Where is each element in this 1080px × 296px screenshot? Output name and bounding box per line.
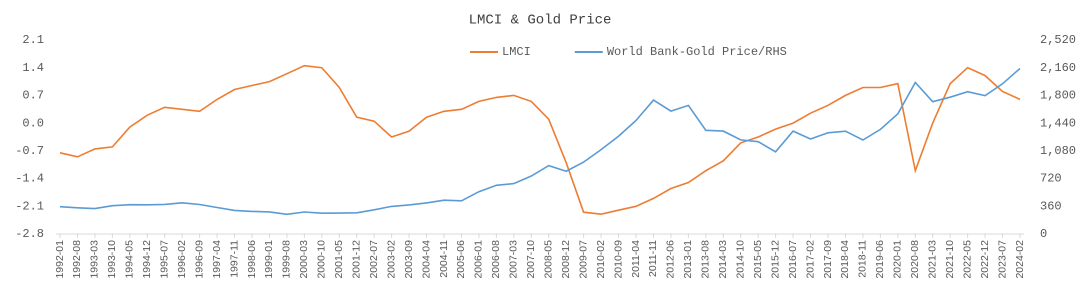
x-tick-label: 2001-12 — [351, 240, 363, 279]
x-tick-label: 1999-08 — [281, 240, 293, 279]
y-tick-label: 0.7 — [22, 89, 44, 103]
x-tick-label: 2004-04 — [420, 240, 432, 279]
y-tick-label: -1.4 — [15, 172, 44, 186]
x-tick-label: 2007-10 — [525, 240, 537, 279]
x-tick-label: 1993-10 — [106, 240, 118, 279]
x-tick-label: 2020-08 — [909, 240, 921, 279]
x-tick-label: 2002-07 — [368, 240, 380, 279]
x-tick-label: 2010-02 — [595, 240, 607, 279]
x-tick-label: 2017-09 — [822, 240, 834, 279]
x-tick-label: 2015-05 — [752, 240, 764, 279]
y2-tick-label: 0 — [1040, 227, 1047, 241]
x-tick-label: 2015-12 — [769, 240, 781, 279]
y2-tick-label: 720 — [1040, 172, 1062, 186]
x-tick-label: 2009-07 — [577, 240, 589, 279]
x-tick-label: 2006-08 — [490, 240, 502, 279]
y-tick-label: 2.1 — [22, 33, 44, 47]
x-tick-label: 2004-11 — [438, 240, 450, 278]
x-tick-label: 1993-03 — [89, 240, 101, 279]
x-tick-label: 2000-10 — [316, 240, 328, 279]
x-tick-label: 2017-02 — [804, 240, 816, 279]
x-tick-label: 2008-12 — [560, 240, 572, 279]
x-tick-label: 2011-04 — [630, 240, 642, 278]
legend-label: LMCI — [502, 45, 531, 59]
x-tick-label: 1994-12 — [141, 240, 153, 279]
x-tick-label: 2018-11 — [857, 240, 869, 278]
x-tick-label: 1992-01 — [54, 240, 66, 279]
y2-tick-label: 360 — [1040, 199, 1062, 213]
x-tick-label: 1996-02 — [176, 240, 188, 279]
x-tick-label: 1994-05 — [124, 240, 136, 279]
y2-tick-label: 1,080 — [1040, 144, 1076, 158]
x-tick-label: 2020-01 — [892, 240, 904, 279]
x-tick-label: 1997-11 — [228, 240, 240, 278]
x-tick-label: 2012-06 — [665, 240, 677, 279]
x-tick-label: 2022-12 — [979, 240, 991, 279]
x-tick-label: 2013-01 — [682, 240, 694, 279]
y2-tick-label: 2,520 — [1040, 33, 1076, 47]
x-tick-label: 2013-08 — [700, 240, 712, 279]
x-tick-label: 2011-11 — [647, 240, 659, 277]
y2-tick-label: 1,800 — [1040, 89, 1076, 103]
x-tick-label: 2007-03 — [508, 240, 520, 279]
y2-tick-label: 1,440 — [1040, 116, 1076, 130]
x-tick-label: 2000-03 — [298, 240, 310, 279]
x-tick-label: 1992-08 — [71, 240, 83, 279]
y-tick-label: -2.8 — [15, 227, 44, 241]
x-tick-label: 2001-05 — [333, 240, 345, 279]
x-tick-label: 2016-07 — [787, 240, 799, 279]
x-tick-label: 2019-06 — [874, 240, 886, 279]
x-tick-label: 2010-09 — [612, 240, 624, 279]
x-tick-label: 2022-05 — [961, 240, 973, 279]
x-tick-label: 1999-01 — [263, 240, 275, 279]
y-tick-label: 1.4 — [22, 61, 44, 75]
x-tick-label: 1996-09 — [193, 240, 205, 279]
x-tick-label: 2018-04 — [839, 240, 851, 279]
x-tick-label: 2023-07 — [996, 240, 1008, 279]
legend-label: World Bank-Gold Price/RHS — [607, 45, 787, 59]
y-tick-label: -0.7 — [15, 144, 44, 158]
x-tick-label: 1998-06 — [246, 240, 258, 279]
series-line — [59, 64, 1021, 216]
x-tick-label: 2014-03 — [717, 240, 729, 279]
x-tick-label: 2005-06 — [455, 240, 467, 279]
series-line — [59, 67, 1021, 216]
y-tick-label: -2.1 — [15, 199, 44, 213]
x-tick-label: 2024-02 — [1014, 240, 1026, 279]
y-tick-label: 0.0 — [22, 116, 44, 130]
x-tick-label: 2021-03 — [927, 240, 939, 279]
x-tick-label: 2014-10 — [735, 240, 747, 279]
y2-tick-label: 2,160 — [1040, 61, 1076, 75]
x-tick-label: 1997-04 — [211, 240, 223, 279]
x-tick-label: 2008-05 — [543, 240, 555, 279]
chart-title: LMCI & Gold Price — [469, 13, 612, 29]
x-tick-label: 1995-07 — [159, 240, 171, 279]
x-tick-label: 2021-10 — [944, 240, 956, 279]
x-tick-label: 2003-02 — [385, 240, 397, 279]
x-tick-label: 2003-09 — [403, 240, 415, 279]
x-tick-label: 2006-01 — [473, 240, 485, 279]
